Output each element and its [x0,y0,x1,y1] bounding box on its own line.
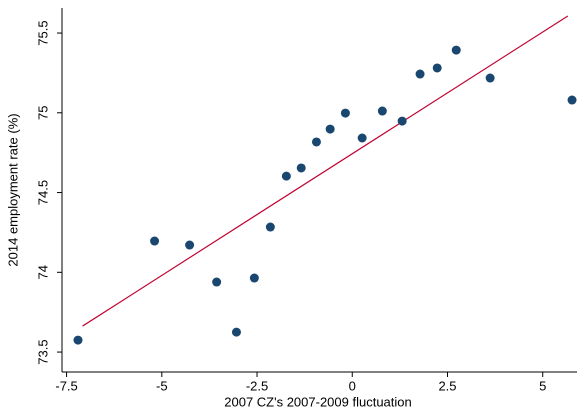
y-tick-label: 74.5 [35,180,50,205]
point [357,133,367,143]
point [212,277,222,287]
x-tick-label: 0 [349,378,356,393]
x-tick-label: 2.5 [438,378,456,393]
point [281,171,291,181]
point [340,108,350,118]
x-tick-label: -2.5 [246,378,268,393]
x-tick-label: 5 [539,378,546,393]
y-tick-label: 73.5 [35,339,50,364]
point [415,69,425,79]
point [249,273,259,283]
point [311,137,321,147]
point [451,45,461,55]
y-tick-label: 74 [35,265,50,279]
point [150,236,160,246]
point [567,95,577,105]
y-tick-label: 75.5 [35,20,50,45]
fit-line [82,15,569,327]
point [185,240,195,250]
x-axis-title: 2007 CZ's 2007-2009 fluctuation [224,394,412,409]
point [265,222,275,232]
point [325,124,335,134]
x-tick-label: -7.5 [55,378,77,393]
point [485,73,495,83]
x-tick-label: -5 [156,378,168,393]
point [397,116,407,126]
y-axis-title: 2014 employment rate (%) [5,113,20,266]
point [296,163,306,173]
point [377,106,387,116]
point [73,335,83,345]
point [231,327,241,337]
y-tick-label: 75 [35,106,50,120]
point [432,63,442,73]
